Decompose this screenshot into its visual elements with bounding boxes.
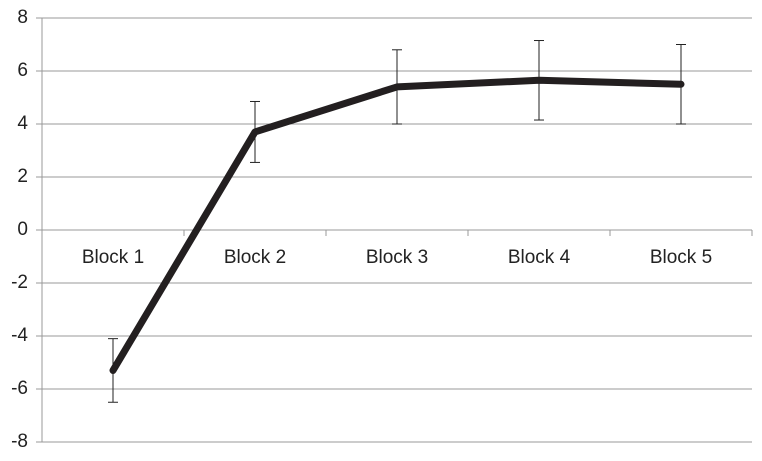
y-tick-label: -2 xyxy=(11,272,28,293)
data-line xyxy=(109,76,685,374)
x-tick-label: Block 1 xyxy=(82,247,144,268)
y-tick-label: 4 xyxy=(17,113,28,134)
x-tick-label: Block 3 xyxy=(366,247,428,268)
y-tick-label: 2 xyxy=(17,166,28,187)
x-tick-label: Block 4 xyxy=(508,247,571,268)
y-tick-label: 6 xyxy=(17,60,28,81)
x-tick-label: Block 5 xyxy=(650,247,712,268)
y-tick-label: 0 xyxy=(17,219,28,240)
x-tick-label: Block 2 xyxy=(224,247,286,268)
y-tick-label: 8 xyxy=(17,7,28,28)
y-tick-label: -8 xyxy=(11,431,28,452)
y-tick-label: -6 xyxy=(11,378,28,399)
y-tick-label: -4 xyxy=(11,325,28,346)
